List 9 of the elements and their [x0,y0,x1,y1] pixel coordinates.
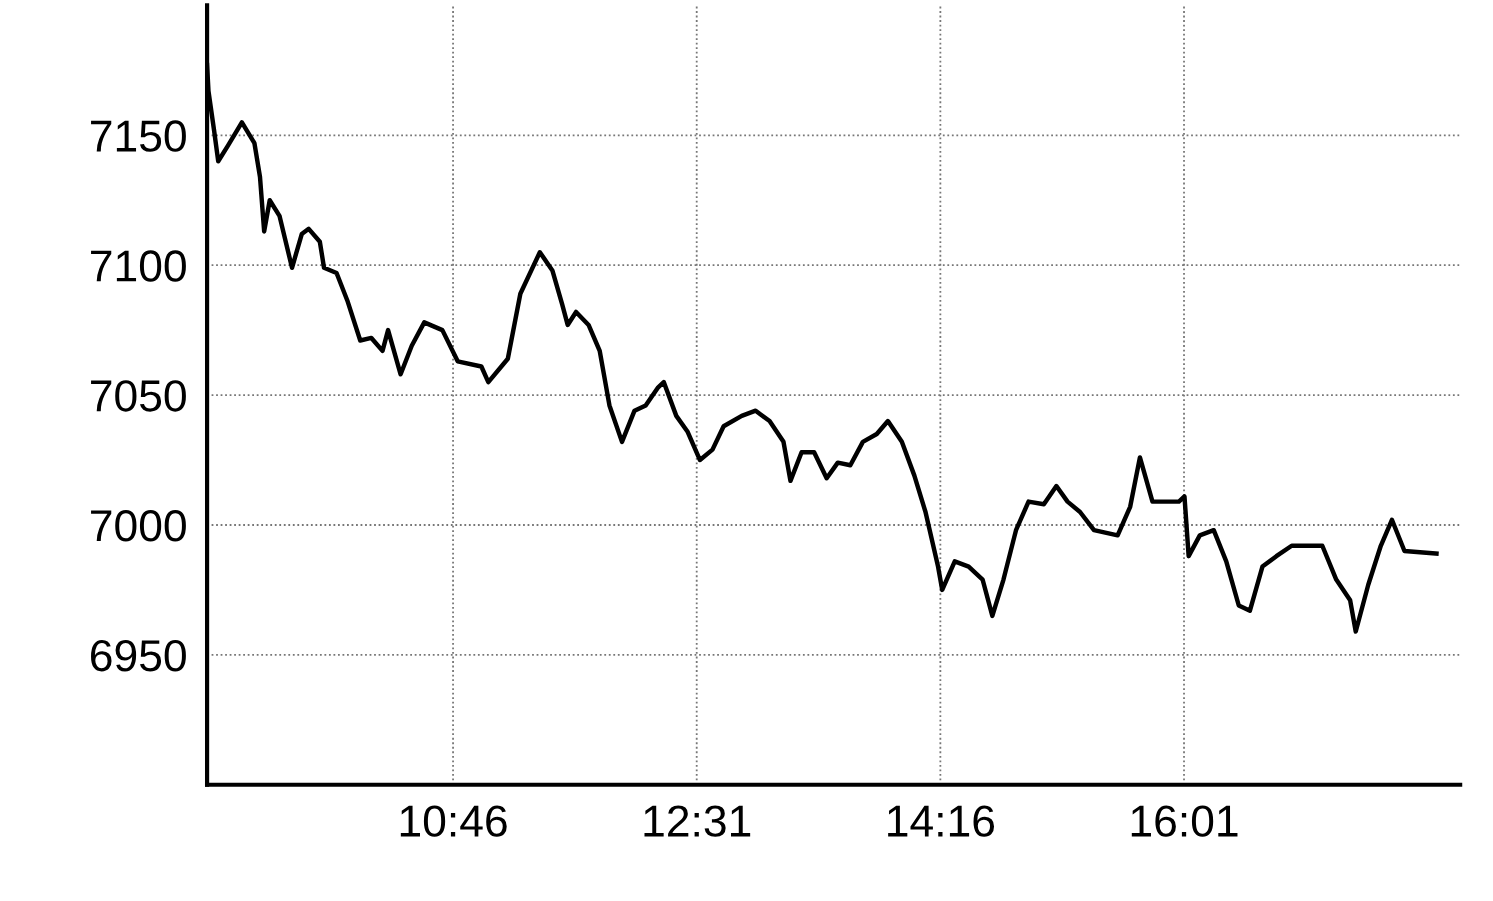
y-tick-label: 7150 [91,120,186,152]
y-tick-label: 6950 [91,639,186,672]
y-tick-label: 7050 [91,380,186,412]
x-tick-label: 14:16 [888,805,995,837]
y-tick-label: 7100 [91,250,186,282]
x-tick-label: 16:01 [1131,805,1238,837]
y-tick-label: 7000 [91,510,186,542]
x-tick-label: 10:46 [400,805,507,837]
x-tick-label: 12:31 [644,805,751,837]
